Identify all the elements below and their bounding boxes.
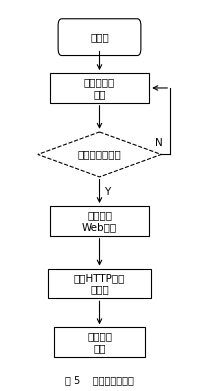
Bar bbox=[48, 269, 151, 298]
Text: 图 5    网络通信流程图: 图 5 网络通信流程图 bbox=[65, 375, 134, 385]
Text: 设置待监听
端口: 设置待监听 端口 bbox=[84, 77, 115, 99]
Text: 初始化: 初始化 bbox=[90, 32, 109, 42]
Text: Y: Y bbox=[104, 187, 110, 197]
Bar bbox=[54, 328, 145, 357]
Text: 显示实时
数据: 显示实时 数据 bbox=[87, 331, 112, 353]
Text: 监听是否有连接: 监听是否有连接 bbox=[78, 149, 121, 160]
FancyBboxPatch shape bbox=[58, 19, 141, 56]
Bar bbox=[50, 206, 149, 235]
Text: 实现HTTP服务
器功能: 实现HTTP服务 器功能 bbox=[74, 273, 125, 294]
Polygon shape bbox=[38, 132, 161, 177]
Text: 处理网络
Web事件: 处理网络 Web事件 bbox=[82, 210, 117, 232]
Text: N: N bbox=[155, 138, 163, 149]
Bar bbox=[50, 73, 149, 102]
